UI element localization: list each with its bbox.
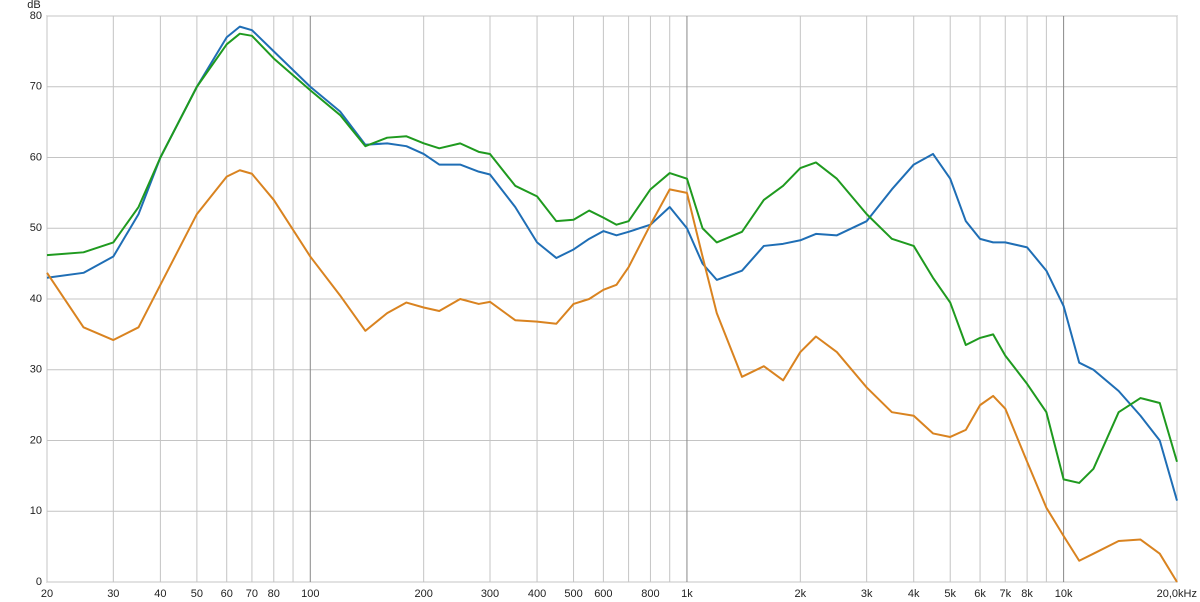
x-tick-label: 4k [908, 588, 920, 600]
x-tick-label: 50 [191, 588, 203, 600]
x-tick-label: 200 [414, 588, 432, 600]
x-tick-label: 8k [1021, 588, 1033, 600]
x-tick-label: 400 [528, 588, 546, 600]
x-tick-label: 600 [594, 588, 612, 600]
x-tick-label: 2k [795, 588, 807, 600]
x-tick-label: 300 [481, 588, 499, 600]
y-tick-label: 50 [30, 222, 42, 234]
x-tick-label: 500 [564, 588, 582, 600]
series-line [46, 32, 1178, 484]
x-tick-label: 7k [999, 588, 1011, 600]
y-tick-label: 60 [30, 151, 42, 163]
x-tick-label: 1k [681, 588, 693, 600]
x-tick-label: 80 [268, 588, 280, 600]
y-tick-label: 40 [30, 293, 42, 305]
y-axis-label: dB [27, 0, 40, 11]
y-tick-label: 80 [30, 10, 42, 22]
y-tick-label: 20 [30, 434, 42, 446]
x-tick-label: 30 [107, 588, 119, 600]
y-tick-label: 30 [30, 364, 42, 376]
x-tick-label: 800 [641, 588, 659, 600]
series-line [46, 169, 1178, 583]
x-tick-label: 20 [41, 588, 53, 600]
x-tick-label: 10k [1055, 588, 1073, 600]
x-tick-label: 40 [154, 588, 166, 600]
x-tick-label: 100 [301, 588, 319, 600]
y-tick-label: 10 [30, 505, 42, 517]
x-tick-label: 6k [974, 588, 986, 600]
x-tick-label: 20,0kHz [1157, 588, 1197, 600]
x-tick-label: 70 [246, 588, 258, 600]
y-tick-label: 0 [36, 576, 42, 588]
y-tick-label: 70 [30, 81, 42, 93]
x-tick-label: 5k [944, 588, 956, 600]
x-tick-label: 60 [221, 588, 233, 600]
x-tick-label: 3k [861, 588, 873, 600]
